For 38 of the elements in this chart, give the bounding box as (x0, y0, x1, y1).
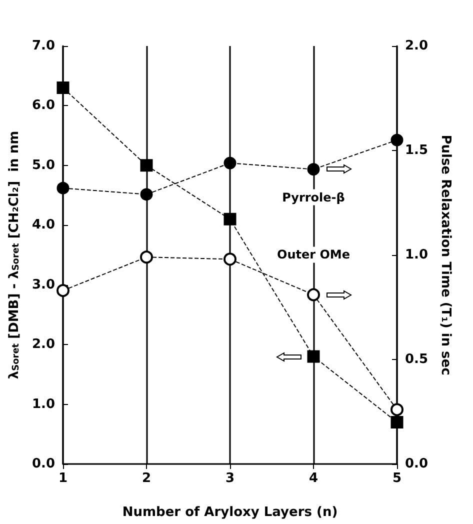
point (307, 288, 320, 302)
x-axis-title: Number of Aryloxy Layers (n) (122, 505, 338, 520)
point (390, 416, 404, 428)
point (140, 159, 153, 172)
y2-tick-label: 1.0 (405, 248, 428, 262)
point (307, 163, 320, 176)
point (140, 250, 153, 264)
point (224, 156, 236, 170)
x-tick-label: 3 (225, 471, 235, 486)
y-axis-title: λSoret [DMB] - λSoret [CH₂Cl₂] in nm (7, 130, 22, 380)
x-tick-label: 2 (142, 471, 152, 486)
y-tick-label: 6.0 (32, 98, 55, 114)
y-tick-label: 2.0 (32, 337, 55, 352)
point (224, 252, 236, 266)
point (390, 403, 404, 416)
y-tick-label: 4.0 (32, 218, 55, 233)
y-tick-label: 0.0 (32, 456, 55, 472)
point (56, 284, 70, 298)
y-tick-label: 7.0 (32, 38, 55, 54)
point (390, 134, 404, 146)
series-label: Outer OMe (277, 248, 350, 262)
x-tick-label: 1 (58, 471, 68, 486)
point (140, 188, 153, 201)
y2-tick-label: 2.0 (405, 38, 428, 54)
series-label: Pyrrole-β (282, 190, 346, 204)
y-tick-label: 3.0 (32, 277, 55, 292)
y-tick-label: 5.0 (32, 158, 55, 173)
point (307, 350, 320, 363)
x-tick-label: 4 (308, 471, 318, 486)
y2-tick-label: 0.0 (405, 456, 428, 472)
y2-axis-title: Pulse Relaxation Time (T₁) in sec (438, 134, 453, 376)
x-tick-label: 5 (392, 471, 402, 486)
y-tick-label: 1.0 (32, 396, 55, 412)
y2-tick-label: 1.5 (405, 143, 428, 158)
y2-tick-label: 0.5 (405, 352, 428, 367)
point (56, 182, 70, 194)
point (224, 212, 236, 226)
point (56, 82, 70, 94)
